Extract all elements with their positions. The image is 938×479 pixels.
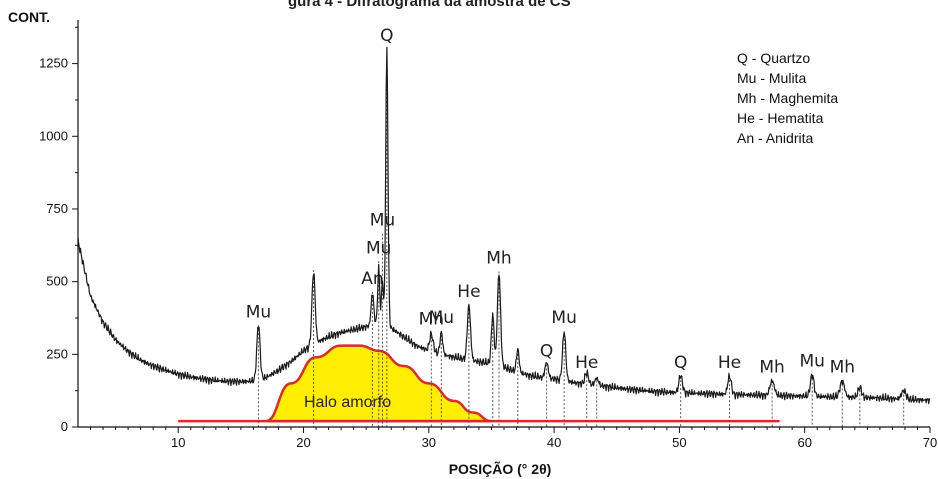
peak-label: Mh [830, 357, 855, 377]
y-tick-label: 1250 [39, 56, 68, 71]
peak-label: Mu [799, 352, 824, 372]
halo-area [178, 344, 780, 423]
peak-marker-lines [257, 49, 905, 427]
peak-label: Mh [486, 248, 511, 268]
legend-item-maghemita: Mh - Maghemita [737, 90, 838, 106]
diffraction-curve [77, 46, 931, 405]
legend-item-mulita: Mu - Mulita [737, 70, 806, 86]
peak-label: He [718, 353, 741, 373]
y-tick-label: 750 [46, 201, 68, 216]
peak-label: Mh [759, 357, 784, 377]
x-tick-label: 70 [923, 435, 937, 450]
peak-label: An [361, 269, 383, 289]
y-tick-label: 0 [61, 419, 68, 434]
y-axis-label: CONT. [8, 9, 50, 25]
peak-label: Q [540, 341, 553, 361]
x-tick-label: 10 [171, 435, 185, 450]
halo-label: Halo amorfo [304, 394, 391, 411]
y-tick-label: 500 [46, 274, 68, 289]
peak-label: Q [674, 353, 687, 373]
legend-item-quartzo: Q - Quartzo [737, 50, 810, 66]
legend: Q - Quartzo Mu - Mulita Mh - Maghemita H… [737, 50, 838, 146]
legend-item-hematita: He - Hematita [737, 110, 824, 126]
peak-label: Q [380, 26, 393, 46]
peak-label: He [457, 282, 480, 302]
peak-label: Mu [370, 211, 395, 231]
peak-label: He [575, 353, 598, 373]
peak-label: Mu [551, 308, 576, 328]
x-tick-label: 50 [672, 435, 686, 450]
diffraction-line [77, 46, 931, 405]
y-tick-label: 1000 [39, 128, 68, 143]
peak-label: Mu [246, 302, 271, 322]
x-axis-label: POSIÇÃO (° 2θ) [449, 460, 552, 477]
x-tick-label: 40 [547, 435, 561, 450]
x-tick-label: 30 [422, 435, 436, 450]
axes: 0 250 500 750 1000 1250 10 20 30 40 50 60 70 [39, 20, 937, 450]
peak-label: Mh [419, 310, 444, 330]
partial-title: gura 4 - Difratograma da amostra de CS [288, 0, 571, 10]
peak-label: Mu [429, 308, 454, 328]
y-tick-label: 250 [46, 346, 68, 361]
legend-item-anidrita: An - Anidrita [737, 130, 813, 146]
peak-label: Mu [366, 238, 391, 258]
x-tick-label: 20 [296, 435, 310, 450]
x-tick-label: 60 [797, 435, 811, 450]
